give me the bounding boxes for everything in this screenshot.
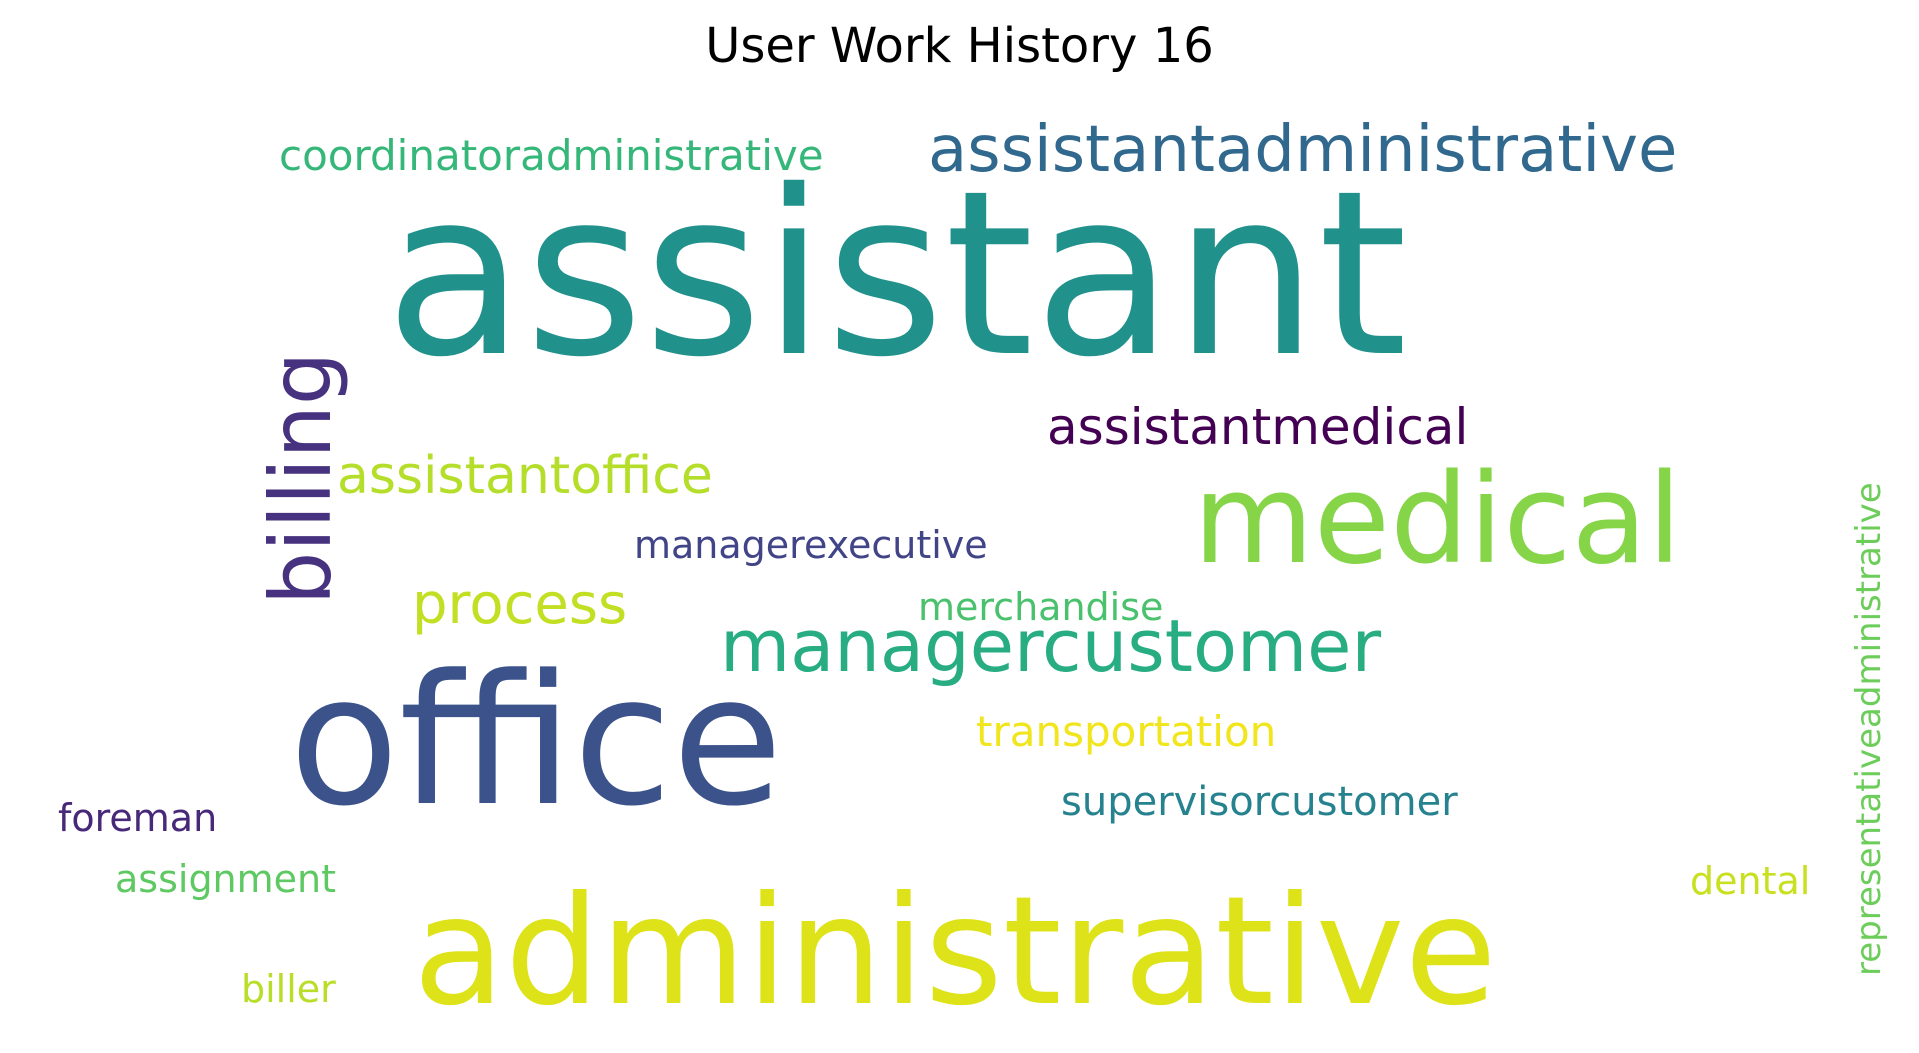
- word-medical: medical: [1193, 448, 1682, 592]
- word-billing: billing: [252, 351, 350, 605]
- word-assistantoffice: assistantoffice: [337, 446, 713, 506]
- word-coordinatoradministrative: coordinatoradministrative: [279, 131, 824, 180]
- word-representativeadministrative: representativeadministrative: [1849, 482, 1889, 976]
- figure-title: User Work History 16: [705, 18, 1214, 74]
- word-transportation: transportation: [976, 707, 1277, 756]
- word-process: process: [412, 572, 628, 637]
- word-merchandise: merchandise: [918, 585, 1164, 629]
- word-dental: dental: [1690, 859, 1811, 903]
- word-biller: biller: [241, 967, 336, 1011]
- word-foreman: foreman: [58, 796, 218, 840]
- word-assistantmedical: assistantmedical: [1047, 398, 1469, 456]
- word-assistantadministrative: assistantadministrative: [928, 113, 1678, 187]
- word-assignment: assignment: [115, 857, 337, 901]
- word-managercustomer: managercustomer: [720, 604, 1382, 688]
- word-administrative: administrative: [413, 865, 1497, 1039]
- word-managerexecutive: managerexecutive: [634, 523, 988, 567]
- word-assistant: assistant: [385, 141, 1408, 407]
- word-office: office: [289, 637, 783, 846]
- word-supervisorcustomer: supervisorcustomer: [1061, 779, 1458, 825]
